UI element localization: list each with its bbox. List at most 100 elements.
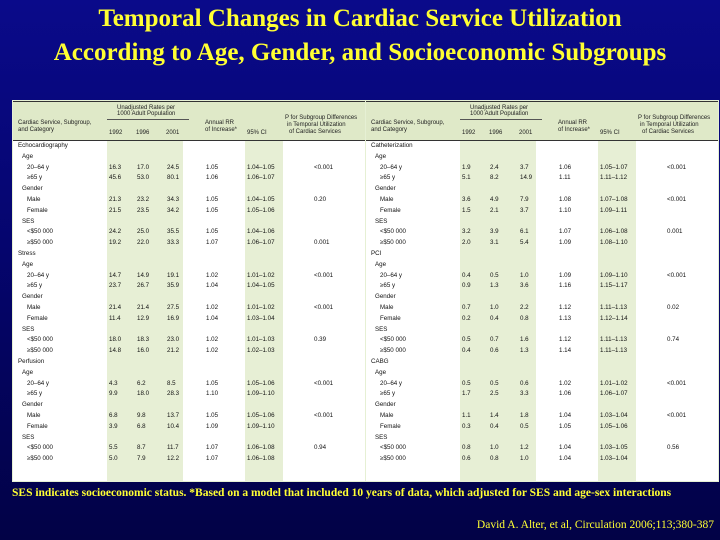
cell-v1992: 24.2 bbox=[109, 228, 122, 236]
row-label: 20–64 y bbox=[380, 271, 403, 279]
cell-ci: 1.04–1.06 bbox=[247, 228, 275, 236]
cell-rr: 1.06 bbox=[559, 163, 572, 171]
table-row: SES bbox=[366, 433, 718, 444]
cell-v2001: 1.2 bbox=[520, 444, 529, 452]
table-row: Age bbox=[13, 368, 365, 379]
year-columns-shading bbox=[107, 101, 183, 481]
table-row: ≥$50 000 0.6 0.8 1.0 1.04 1.03–1.04 bbox=[366, 454, 718, 465]
row-label: 20–64 y bbox=[27, 379, 50, 387]
cell-v1992: 3.9 bbox=[109, 422, 118, 430]
cell-v1996: 6.8 bbox=[137, 422, 146, 430]
cell-rr: 1.05 bbox=[206, 195, 219, 203]
row-label: Male bbox=[27, 303, 41, 311]
cell-p: <0.001 bbox=[314, 271, 334, 279]
col-rr-header-2: of Increase* bbox=[558, 127, 591, 133]
row-label: Age bbox=[22, 368, 34, 376]
cell-v2001: 35.9 bbox=[167, 282, 180, 290]
cell-v1992: 0.6 bbox=[462, 455, 471, 463]
cell-rr: 1.10 bbox=[206, 390, 219, 398]
cell-ci: 1.05–1.06 bbox=[247, 411, 275, 419]
cell-v1992: 3.6 bbox=[462, 195, 471, 203]
row-label: Male bbox=[380, 195, 394, 203]
row-label: 20–64 y bbox=[27, 163, 50, 171]
table-panel-left: Unadjusted Rates per 1000 Adult Populati… bbox=[12, 100, 366, 482]
table-row: CABG bbox=[366, 357, 718, 368]
cell-ci: 1.03–1.04 bbox=[247, 314, 275, 322]
cell-ci: 1.05–1.06 bbox=[247, 379, 275, 387]
title-line-2: According to Age, Gender, and Socioecono… bbox=[53, 39, 667, 66]
cell-ci: 1.15–1.17 bbox=[600, 282, 628, 290]
cell-rr: 1.07 bbox=[559, 228, 572, 236]
row-label: ≥$50 000 bbox=[380, 239, 406, 247]
cell-v2001: 11.7 bbox=[167, 444, 179, 452]
cell-rr: 1.12 bbox=[559, 303, 572, 311]
cell-p: 0.39 bbox=[314, 336, 327, 344]
row-label: Age bbox=[375, 368, 387, 376]
table-header: Unadjusted Rates per 1000 Adult Populati… bbox=[366, 101, 718, 141]
cell-v2001: 3.7 bbox=[520, 163, 529, 171]
cell-v2001: 5.4 bbox=[520, 239, 529, 247]
cell-ci: 1.02–1.03 bbox=[247, 347, 275, 355]
cell-v1992: 18.0 bbox=[109, 336, 122, 344]
row-label: Echocardiography bbox=[18, 142, 68, 149]
cell-v2001: 24.5 bbox=[167, 163, 180, 171]
col-rr-header: Annual RR bbox=[205, 120, 235, 126]
row-label: <$50 000 bbox=[27, 228, 53, 236]
table-row: 20–64 y 14.7 14.9 19.1 1.02 1.01–1.02 <0.001 bbox=[13, 271, 365, 282]
table-row: 20–64 y 1.9 2.4 3.7 1.06 1.05–1.07 <0.001 bbox=[366, 163, 718, 174]
citation: David A. Alter, et al, Circulation 2006;… bbox=[476, 519, 714, 531]
cell-rr: 1.02 bbox=[206, 271, 219, 279]
table-row: Gender bbox=[366, 400, 718, 411]
table-row: 20–64 y 0.4 0.5 1.0 1.09 1.09–1.10 <0.001 bbox=[366, 271, 718, 282]
cell-v2001: 14.9 bbox=[520, 174, 533, 182]
col-p-header-2: in Temporal Utilization bbox=[640, 122, 699, 128]
table-row: PCI bbox=[366, 249, 718, 260]
cell-v1996: 2.1 bbox=[490, 206, 499, 214]
cell-ci: 1.03–1.04 bbox=[600, 455, 628, 463]
cell-ci: 1.09–1.10 bbox=[247, 422, 275, 430]
cell-v1996: 14.9 bbox=[137, 271, 150, 279]
cell-v2001: 3.7 bbox=[520, 206, 529, 214]
row-label: Female bbox=[380, 422, 401, 430]
rates-group-header-2: 1000 Adult Population bbox=[117, 111, 176, 117]
table-row: Male 21.4 21.4 27.5 1.02 1.01–1.02 <0.001 bbox=[13, 303, 365, 314]
cell-ci: 1.05–1.07 bbox=[600, 163, 628, 171]
cell-p: 0.02 bbox=[667, 303, 680, 311]
row-label: PCI bbox=[371, 249, 382, 257]
cell-v1992: 21.4 bbox=[109, 303, 122, 311]
cell-v1996: 3.9 bbox=[490, 228, 499, 236]
table-row: ≥$50 000 5.0 7.9 12.2 1.07 1.06–1.08 bbox=[13, 454, 365, 465]
cell-rr: 1.05 bbox=[206, 411, 219, 419]
cell-v2001: 6.1 bbox=[520, 228, 529, 236]
cell-rr: 1.16 bbox=[559, 282, 572, 290]
cell-v1992: 0.9 bbox=[462, 282, 471, 290]
cell-p: 0.001 bbox=[667, 228, 683, 236]
cell-v1996: 17.0 bbox=[137, 163, 150, 171]
cell-v1996: 0.7 bbox=[490, 336, 499, 344]
cell-v2001: 16.9 bbox=[167, 314, 180, 322]
col-category-header-2: and Category bbox=[371, 127, 408, 133]
table-row: ≥$50 000 19.2 22.0 33.3 1.07 1.06–1.07 0.001 bbox=[13, 238, 365, 249]
table-row: SES bbox=[366, 325, 718, 336]
slide-title: Temporal Changes in Cardiac Service Util… bbox=[0, 2, 720, 70]
cell-v1996: 9.8 bbox=[137, 411, 146, 419]
ci-column-shading bbox=[598, 101, 636, 481]
cell-v1992: 6.8 bbox=[109, 411, 118, 419]
cell-v1992: 14.7 bbox=[109, 271, 122, 279]
cell-v1992: 21.5 bbox=[109, 206, 122, 214]
cell-v1992: 0.4 bbox=[462, 347, 471, 355]
cell-v2001: 0.5 bbox=[520, 422, 529, 430]
cell-v2001: 1.3 bbox=[520, 347, 529, 355]
cell-rr: 1.05 bbox=[206, 379, 219, 387]
row-label: <$50 000 bbox=[27, 444, 53, 452]
table-row: Gender bbox=[366, 184, 718, 195]
row-label: Gender bbox=[375, 185, 396, 193]
cell-v1992: 5.5 bbox=[109, 444, 118, 452]
cell-v1992: 0.8 bbox=[462, 444, 471, 452]
cell-rr: 1.04 bbox=[559, 411, 572, 419]
rates-group-header: Unadjusted Rates per bbox=[470, 105, 529, 111]
cell-v1996: 0.4 bbox=[490, 422, 499, 430]
header-rule bbox=[107, 119, 189, 120]
row-label: ≥$50 000 bbox=[27, 347, 53, 355]
row-label: Female bbox=[27, 422, 48, 430]
